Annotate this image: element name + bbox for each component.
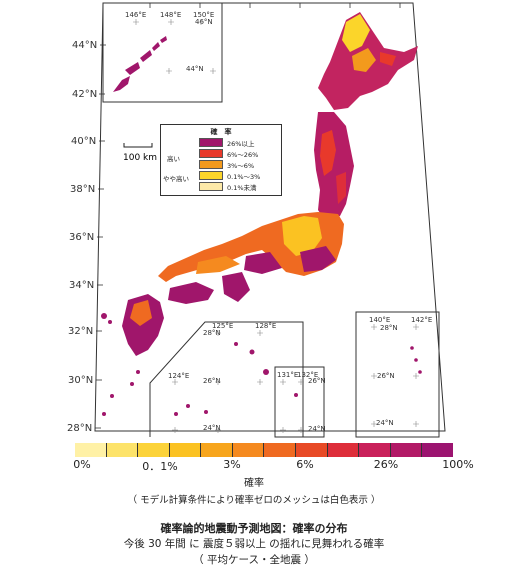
subtitle: 今後 30 年間 に 震度５弱以上 の揺れに見舞われる確率 [123,538,385,550]
lat-label-36: 36°N [69,232,94,243]
inset-far-lon-140: 140°E [369,316,390,324]
colorbar-segment [201,443,233,457]
grid-crosses [133,19,419,433]
map-frame [94,2,446,432]
inset-south-lon-124: 124°E [168,372,189,380]
legend-item: 26%以上 [199,138,254,148]
colorbar-segment [106,443,139,457]
colorbar-segment [359,443,391,457]
scale-label: 100 km [123,153,157,163]
inset-far-frame [355,311,440,438]
inset-far-lat-26: 26°N [377,372,395,380]
kyushu [122,294,164,356]
colorbar-tick: 6% [296,458,314,471]
legend-item: 0.1%未満 [199,182,257,192]
lat-label-44: 44°N [72,40,97,51]
inset-east-lat-24: 24°N [308,425,326,433]
inset-far-lon-142: 142°E [411,316,432,324]
southern-islands [101,313,422,416]
lat-label-28: 28°N [67,423,92,434]
colorbar-title: 確率 [244,478,264,489]
main-title: 確率論的地震動予測地図：確率の分布 [160,522,348,535]
lat-label-30: 30°N [68,375,93,386]
colorbar-segment [232,443,265,457]
inset-east-lon-132: 132°E [297,371,318,379]
lat-label-40: 40°N [71,136,96,147]
colorbar-segment [264,443,297,457]
legend-item: 6%～26% [199,149,258,159]
inset-south-lat-28: 28°N [203,329,221,337]
colorbar-segment [75,443,107,457]
kuril-islands [113,36,167,92]
colorbar-tick: 0% [73,458,91,471]
inset-south-lon-125: 125°E [212,322,233,330]
lat-label-38: 38°N [70,184,95,195]
inset-north-lon-146: 146°E [125,11,146,19]
colorbar-segment [296,443,328,457]
legend-title: 確 率 [210,128,232,136]
colorbar-tick: 3% [223,458,241,471]
inset-far-lat-28: 28°N [380,324,398,332]
inset-south-lat-26: 26°N [203,377,221,385]
inset-south-frame [149,321,304,437]
colorbar-segment [422,443,453,457]
inset-north-lon-148: 148°E [160,11,181,19]
honshu-central [158,212,344,282]
inset-north-frame [102,2,223,103]
colorbar-tick: 0．1% [142,460,178,473]
legend-high-label: 高い [167,155,180,163]
colorbar-tick: 26% [373,458,399,471]
inset-east-lon-131: 131°E [277,371,298,379]
scale-bar [123,143,153,148]
subtitle-2: （ 平均ケース・全地震 ） [193,554,315,566]
legend-item: 0.1%～3% [199,171,260,181]
inset-east-lat-26: 26°N [308,377,326,385]
legend-item: 3%～6% [199,160,254,170]
lat-label-42: 42°N [72,89,97,100]
colorbar-segment [169,443,202,457]
inset-east-frame [274,366,325,438]
hokkaido [318,12,418,110]
japan-probability-map: 44°N 42°N 40°N 38°N 36°N 34°N 32°N 30°N … [67,2,446,438]
tohoku [314,112,354,222]
colorbar-segment [138,443,170,457]
inset-far-lat-24: 24°N [376,419,394,427]
colorbar-segment [327,443,360,457]
legend-medium-label: やや高い [163,175,189,183]
inset-south-lon-128: 128°E [255,322,276,330]
colorbar-tick: 100% [442,458,474,471]
lat-label-34: 34°N [69,280,94,291]
legend: 確 率 高い やや高い 26%以上 6%～26% 3%～6% 0.1%～3% 0… [160,124,282,196]
mesh-note: （ モデル計算条件により確率ゼロのメッシュは白色表示 ） [127,495,381,506]
inset-north-lat-44: 44°N [186,65,204,73]
shikoku-kii [168,272,250,304]
lat-label-32: 32°N [68,326,93,337]
inset-north-lon-150: 150°E [193,11,214,19]
probability-colorbar [75,443,453,457]
inset-south-lat-24: 24°N [203,424,221,432]
colorbar-segment [390,443,423,457]
